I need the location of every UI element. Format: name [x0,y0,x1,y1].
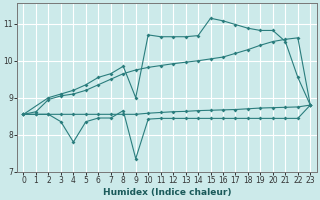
X-axis label: Humidex (Indice chaleur): Humidex (Indice chaleur) [103,188,231,197]
